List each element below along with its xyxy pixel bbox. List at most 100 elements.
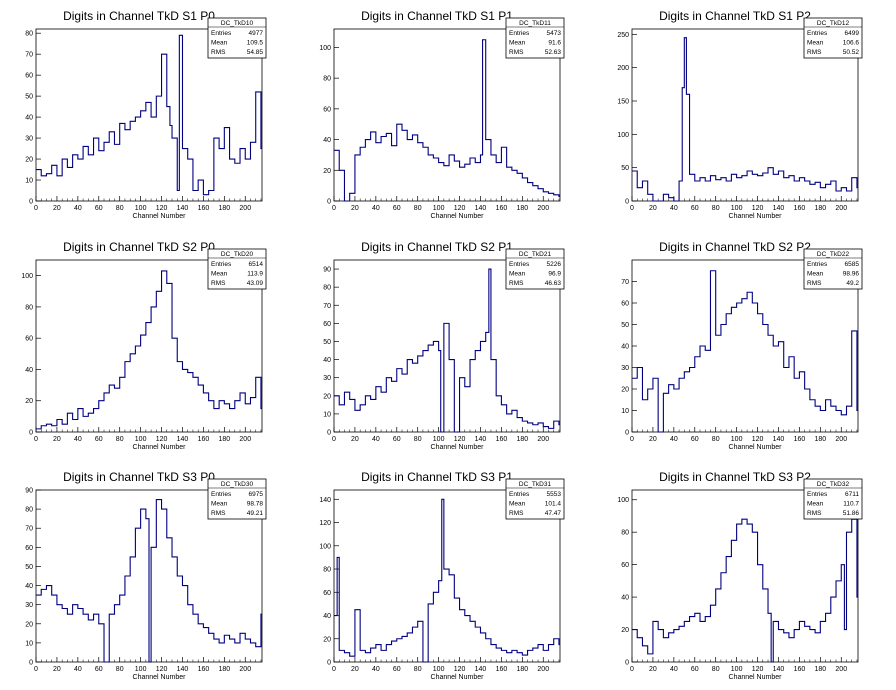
stats-rms-label: RMS	[807, 49, 822, 56]
x-tick-label: 200	[239, 205, 251, 212]
y-tick-label: 0	[625, 430, 629, 437]
y-tick-label: 30	[621, 365, 629, 372]
x-tick-label: 200	[835, 205, 847, 212]
stats-name: DC_TkD10	[221, 20, 254, 27]
y-tick-label: 20	[25, 621, 33, 628]
x-tick-label: 0	[332, 666, 336, 673]
x-tick-label: 40	[670, 436, 678, 443]
stats-entries-label: Entries	[509, 261, 530, 268]
y-tick-label: 60	[621, 301, 629, 308]
x-tick-label: 60	[95, 666, 103, 673]
x-tick-label: 80	[414, 436, 422, 443]
stats-entries-value: 6499	[845, 30, 860, 37]
y-tick-label: 80	[323, 567, 331, 574]
x-tick-label: 80	[712, 436, 720, 443]
stats-rms-label: RMS	[211, 510, 226, 517]
y-tick-label: 80	[25, 507, 33, 514]
chart-title: Digits in Channel TkD S1 P2	[659, 9, 811, 23]
stats-name: DC_TkD11	[519, 20, 551, 27]
stats-mean-label: Mean	[509, 271, 526, 278]
histogram-panel-4: Digits in Channel TkD S2 P0 0 20 40 60 80 100 1…	[21, 240, 267, 451]
chart-title: Digits in Channel TkD S2 P0	[63, 240, 215, 254]
y-tick-label: 120	[319, 520, 331, 527]
stats-rms-label: RMS	[211, 49, 226, 56]
histogram-panel-8: Digits in Channel TkD S3 P1 0 20 40 60 80 100 1…	[319, 470, 565, 681]
stats-mean-value: 109.5	[247, 40, 264, 47]
x-tick-label: 160	[794, 666, 806, 673]
y-tick-label: 100	[617, 132, 629, 139]
plot-frame	[631, 28, 859, 202]
y-tick-label: 0	[29, 660, 33, 667]
stats-entries-label: Entries	[211, 491, 232, 498]
y-tick-label: 250	[617, 32, 629, 39]
x-tick-label: 160	[198, 666, 210, 673]
x-axis-label: Channel Number	[431, 674, 485, 681]
stats-entries-value: 5226	[547, 261, 562, 268]
x-tick-label: 20	[351, 666, 359, 673]
x-tick-label: 100	[135, 666, 147, 673]
y-tick-label: 150	[617, 99, 629, 106]
y-tick-label: 40	[621, 595, 629, 602]
y-tick-label: 140	[319, 497, 331, 504]
y-tick-label: 100	[21, 273, 33, 280]
x-tick-label: 60	[691, 666, 699, 673]
x-tick-label: 200	[537, 436, 549, 443]
x-tick-label: 20	[53, 205, 61, 212]
plot-frame	[333, 259, 561, 433]
stats-rms-value: 54.85	[247, 49, 264, 56]
x-tick-label: 60	[393, 436, 401, 443]
y-tick-label: 20	[323, 168, 331, 175]
y-tick-label: 60	[323, 106, 331, 113]
x-tick-label: 60	[691, 205, 699, 212]
x-tick-label: 0	[34, 205, 38, 212]
x-tick-label: 140	[475, 436, 487, 443]
x-tick-label: 120	[752, 666, 764, 673]
y-tick-label: 50	[621, 322, 629, 329]
y-tick-label: 10	[25, 640, 33, 647]
stats-mean-value: 113.9	[247, 271, 263, 278]
stats-box	[505, 478, 565, 520]
stats-entries-value: 4977	[249, 30, 264, 37]
histogram-panel-6: Digits in Channel TkD S2 P20 20 40 60 80 100 1…	[621, 240, 863, 451]
stats-rms-value: 47.47	[545, 510, 562, 517]
histogram-series-line	[334, 39, 560, 202]
chart-title: Digits in Channel TkD S2 P2	[659, 240, 811, 254]
x-axis-label: Channel Number	[431, 213, 485, 220]
stats-rms-value: 52.63	[545, 49, 562, 56]
stats-rms-value: 51.86	[843, 510, 860, 517]
stats-name: DC_TkD20	[221, 251, 254, 258]
stats-mean-value: 110.7	[843, 501, 859, 508]
stats-mean-label: Mean	[807, 501, 824, 508]
x-tick-label: 100	[433, 436, 445, 443]
x-tick-label: 0	[332, 205, 336, 212]
x-tick-label: 140	[177, 666, 189, 673]
y-tick-label: 50	[25, 94, 33, 101]
y-tick-label: 0	[327, 660, 331, 667]
x-tick-label: 0	[630, 666, 634, 673]
histogram-series-line	[334, 498, 560, 663]
histogram-panel-5: Digits in Channel TkD S2 P10 20 40 60 80 100 1…	[323, 240, 565, 451]
stats-mean-label: Mean	[211, 271, 228, 278]
stats-name: DC_TkD21	[519, 251, 552, 258]
x-axis-label: Channel Number	[133, 213, 187, 220]
y-tick-label: 90	[25, 488, 33, 495]
x-tick-label: 180	[516, 205, 528, 212]
stats-box	[207, 248, 267, 290]
stats-mean-value: 106.6	[843, 40, 860, 47]
x-tick-label: 140	[773, 205, 785, 212]
x-tick-label: 40	[372, 436, 380, 443]
stats-rms-label: RMS	[509, 510, 524, 517]
x-tick-label: 20	[351, 205, 359, 212]
y-tick-label: 60	[621, 562, 629, 569]
y-tick-label: 70	[323, 303, 331, 310]
stats-name: DC_TkD22	[817, 251, 850, 258]
x-tick-label: 180	[218, 436, 230, 443]
stats-mean-value: 98.96	[843, 271, 860, 278]
y-tick-label: 40	[323, 613, 331, 620]
x-tick-label: 180	[218, 205, 230, 212]
y-tick-label: 80	[621, 530, 629, 537]
x-tick-label: 200	[537, 205, 549, 212]
y-tick-label: 20	[323, 636, 331, 643]
y-tick-label: 60	[25, 545, 33, 552]
histogram-panel-9: Digits in Channel TkD S3 P2 0 20 40 60 80 100 1…	[617, 470, 863, 681]
